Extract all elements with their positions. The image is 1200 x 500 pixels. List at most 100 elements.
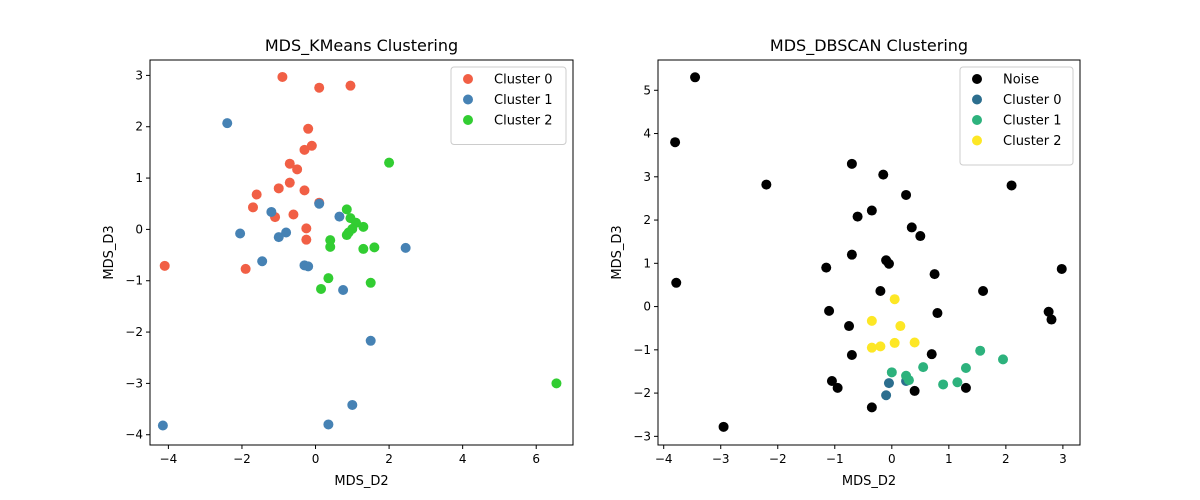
legend-marker: [463, 115, 473, 125]
data-point: [875, 341, 886, 352]
data-point: [288, 209, 299, 220]
x-tick-label: 1: [945, 452, 953, 466]
data-point: [846, 158, 857, 169]
legend-label: Cluster 1: [494, 93, 553, 108]
legend-label: Cluster 0: [494, 73, 553, 88]
x-tick-label: −1: [826, 452, 844, 466]
y-tick-label: 1: [135, 171, 143, 185]
data-point: [671, 277, 682, 288]
series-cluster-1: [157, 118, 411, 431]
data-point: [952, 377, 963, 388]
legend-marker: [463, 94, 473, 105]
data-point: [222, 118, 233, 129]
data-point: [960, 382, 971, 393]
data-point: [240, 263, 251, 274]
data-point: [881, 390, 892, 401]
y-tick-label: 3: [135, 68, 143, 82]
data-point: [883, 378, 894, 389]
y-tick-label: 4: [643, 127, 651, 141]
data-point: [323, 419, 334, 430]
data-point: [878, 169, 889, 180]
series-cluster-0: [159, 71, 356, 274]
data-point: [284, 158, 295, 169]
y-tick-label: 0: [135, 222, 143, 236]
legend-marker: [972, 115, 982, 125]
data-point: [824, 305, 835, 316]
data-point: [866, 205, 877, 216]
y-tick-label: 2: [135, 120, 143, 134]
y-tick-label: −2: [633, 386, 651, 400]
y-tick-label: 5: [643, 83, 651, 97]
x-axis-label: MDS_D2: [842, 474, 896, 489]
data-point: [832, 382, 843, 393]
x-tick-label: −3: [712, 452, 730, 466]
data-point: [334, 211, 345, 222]
data-point: [338, 284, 349, 295]
x-axis-label: MDS_D2: [334, 474, 388, 489]
data-point: [690, 72, 701, 83]
legend: Noise Cluster 0 Cluster 1 Cluster 2: [959, 66, 1074, 166]
data-point: [299, 185, 310, 196]
data-point: [273, 232, 284, 243]
data-point: [247, 202, 258, 213]
data-points: [157, 71, 562, 431]
data-point: [826, 375, 837, 386]
data-point: [345, 80, 356, 91]
y-tick-label: 2: [643, 213, 651, 227]
data-point: [365, 277, 376, 288]
legend-label: Cluster 2: [494, 114, 553, 129]
data-point: [875, 286, 886, 296]
legend: Cluster 0 Cluster 1 Cluster 2: [450, 66, 567, 145]
y-tick-label: −3: [633, 429, 651, 443]
data-point: [929, 269, 940, 280]
data-points: [670, 72, 1067, 432]
data-point: [314, 198, 325, 209]
y-tick-label: 1: [643, 256, 651, 270]
y-axis-label: MDS_D3: [102, 225, 117, 279]
data-point: [266, 206, 277, 217]
data-point: [303, 123, 314, 134]
data-point: [918, 362, 929, 373]
y-tick-label: 3: [643, 170, 651, 184]
y-tick-label: −1: [125, 274, 143, 288]
legend-marker: [463, 74, 473, 84]
data-point: [998, 354, 1009, 365]
legend-box: [450, 66, 567, 145]
data-point: [314, 82, 325, 93]
data-point: [866, 342, 877, 353]
subplot-1: −4 −2 0 2 4 6 −4 −3 −2 −1 0 1 2 3 MDS_KMeans Clusterin…: [102, 36, 574, 489]
data-point: [866, 402, 877, 413]
data-point: [846, 249, 857, 260]
data-point: [1006, 180, 1017, 191]
legend-marker: [972, 135, 982, 146]
data-point: [844, 321, 855, 332]
data-point: [301, 234, 312, 245]
legend-box: [959, 66, 1074, 166]
series-cluster-1: [886, 345, 1009, 390]
data-point: [292, 164, 303, 175]
data-point: [866, 315, 877, 326]
data-point: [281, 227, 292, 238]
chart-title: MDS_DBSCAN Clustering: [770, 36, 968, 56]
legend-label: Noise: [1003, 73, 1039, 88]
data-point: [316, 283, 327, 294]
y-tick-label: −3: [125, 376, 143, 390]
chart-title: MDS_KMeans Clustering: [265, 36, 458, 56]
y-axis-label: MDS_D3: [610, 225, 625, 279]
data-point: [901, 189, 912, 200]
data-point: [257, 256, 268, 267]
data-point: [341, 230, 352, 241]
data-point: [303, 261, 314, 272]
data-point: [926, 349, 937, 360]
data-point: [325, 241, 336, 252]
data-point: [299, 144, 310, 155]
legend-label: Cluster 0: [1003, 93, 1062, 108]
data-point: [821, 262, 832, 273]
y-tick-label: −2: [125, 325, 143, 339]
x-tick-label: −2: [233, 452, 251, 466]
x-tick-label: 2: [385, 452, 393, 466]
data-point: [251, 189, 262, 200]
x-tick-label: −4: [160, 452, 178, 466]
data-point: [895, 321, 906, 332]
